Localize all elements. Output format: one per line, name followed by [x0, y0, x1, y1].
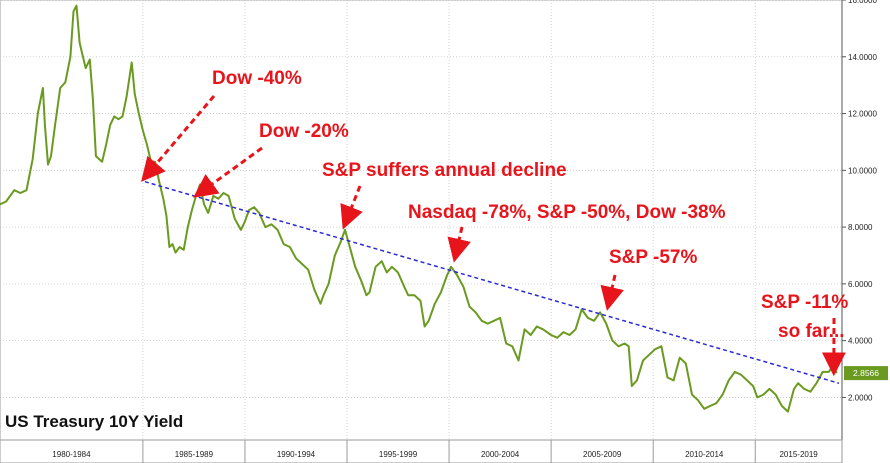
trendline-layer [144, 180, 840, 384]
series-layer [0, 4, 838, 413]
x-tick-label: 1980-1984 [52, 450, 91, 459]
x-tick-label: 2000-2004 [481, 450, 520, 459]
chart-title: US Treasury 10Y Yield [5, 412, 183, 431]
x-tick-label: 1985-1989 [175, 450, 214, 459]
annotation-arrow [193, 146, 263, 198]
annotation-label: Nasdaq -78%, S&P -50%, Dow -38% [408, 202, 726, 223]
y-axis: 2.0000 4.0000 6.0000 8.0000 10.0000 12.0000 14… [842, 0, 877, 402]
x-axis-band [0, 439, 843, 463]
x-tick-label: 1995-1999 [379, 450, 418, 459]
annotation-label: so far... [778, 321, 845, 342]
y-tick-label: 12.0000 [848, 110, 877, 119]
current-value-label: 2.8566 [853, 368, 879, 378]
y-tick-label: 16.0000 [848, 0, 877, 5]
x-tick-label: 2015-2019 [779, 450, 818, 459]
annotation-arrow [141, 95, 216, 182]
y-tick-label: 4.0000 [848, 337, 873, 346]
y-tick-label: 10.0000 [848, 166, 877, 175]
y-tick-label: 6.0000 [848, 280, 873, 289]
annotations: Dow -40% Dow -20% S&P suffers annual decli… [141, 68, 848, 377]
annotation-arrow [600, 274, 624, 311]
series-line [0, 4, 838, 413]
grid [0, 0, 843, 441]
x-tick-label: 2010-2014 [685, 450, 724, 459]
x-tick-label: 1990-1994 [277, 450, 316, 459]
x-tick-label: 2005-2009 [583, 450, 622, 459]
y-tick-label: 2.0000 [848, 393, 873, 402]
trendline [144, 180, 840, 384]
annotation-arrow [447, 226, 471, 263]
y-tick-label: 14.0000 [848, 53, 877, 62]
x-axis: 1980-1984 1985-1989 1990-1994 1995-1999 2000… [0, 439, 843, 463]
annotation-label: Dow -40% [212, 68, 302, 89]
annotation-label: S&P -11% [761, 292, 848, 313]
current-value-marker: 2.8566 [844, 366, 888, 381]
annotation-label: S&P suffers annual decline [322, 160, 567, 181]
current-value-box [844, 366, 888, 381]
annotation-arrow [340, 185, 363, 230]
y-tick-label: 8.0000 [848, 223, 873, 232]
annotation-label: S&P -57% [609, 247, 697, 268]
annotation-label: Dow -20% [259, 121, 349, 142]
